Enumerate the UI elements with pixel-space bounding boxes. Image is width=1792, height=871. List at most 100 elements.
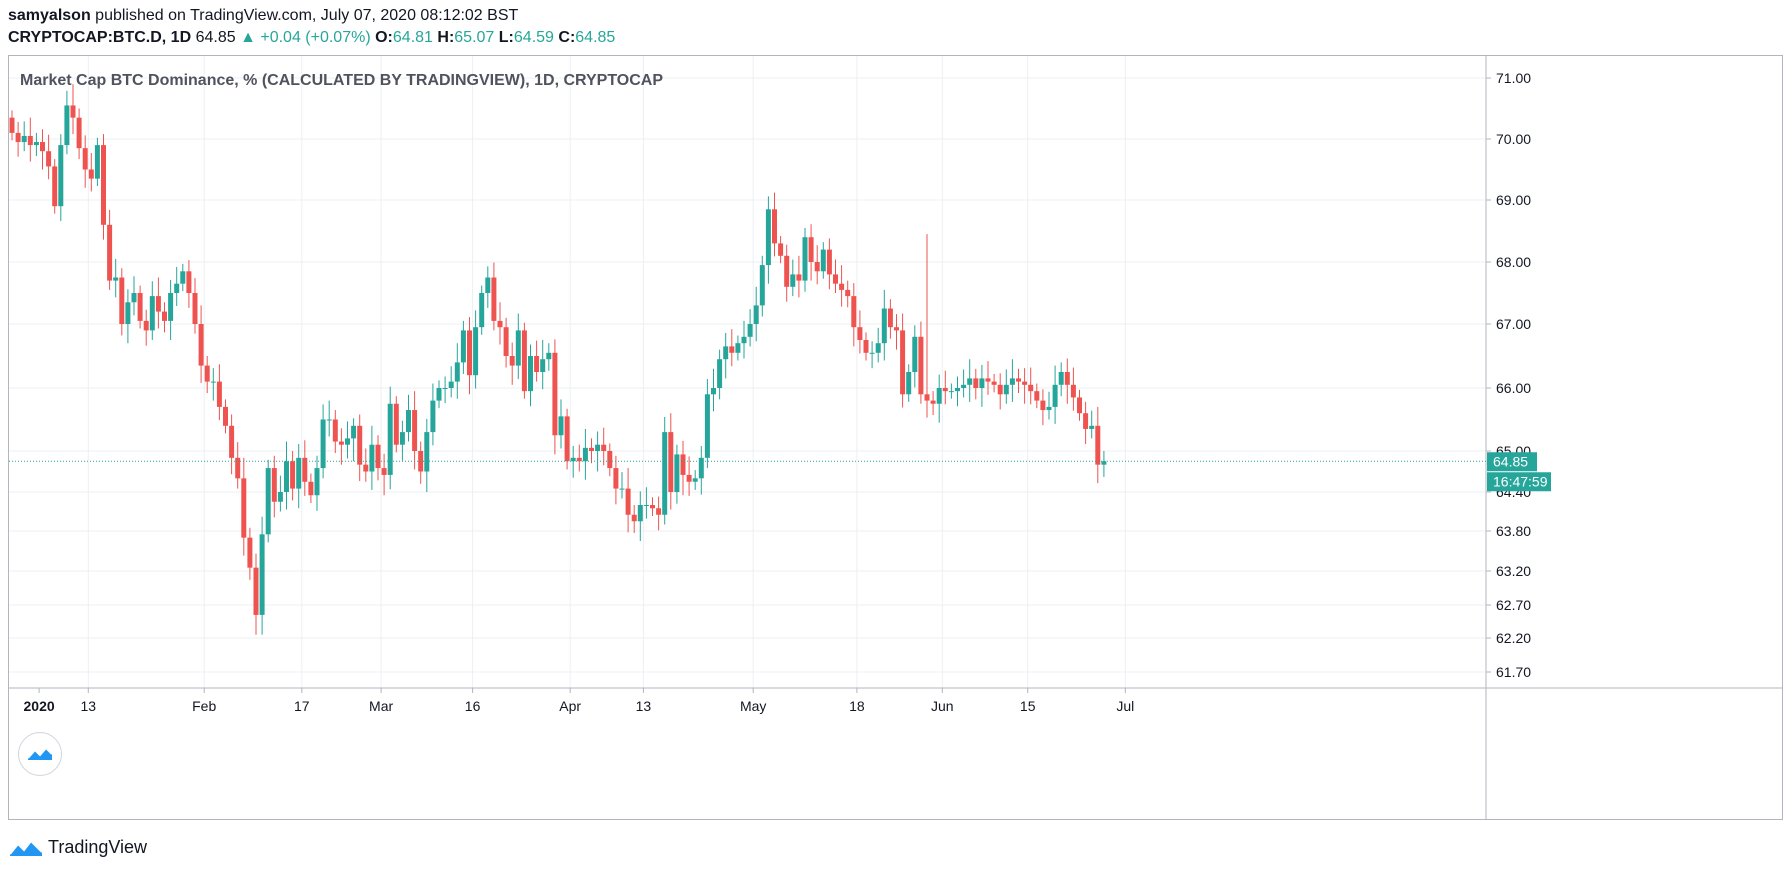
candle-body — [717, 359, 723, 388]
candle-body — [406, 410, 411, 433]
candle-body — [540, 359, 546, 372]
candle-body — [729, 346, 735, 353]
candle-body — [345, 438, 350, 445]
candle-body — [399, 432, 405, 445]
candle-body — [955, 388, 960, 392]
candle-body — [192, 293, 198, 324]
candle-body — [900, 330, 906, 395]
y-tick-label: 66.00 — [1496, 380, 1531, 396]
candle-body — [674, 454, 680, 492]
candle-body — [991, 381, 997, 385]
last-price: 64.85 — [195, 29, 236, 46]
candle-body — [302, 457, 308, 482]
candle-body — [271, 468, 277, 502]
candle-body — [338, 441, 344, 445]
x-tick-label: May — [740, 698, 766, 714]
candle-body — [58, 145, 64, 207]
candle-body — [985, 378, 991, 382]
candle-body — [814, 262, 820, 272]
candle-body — [979, 378, 985, 388]
candle-body — [491, 277, 497, 321]
candle-body — [296, 457, 302, 489]
x-tick-label: 13 — [81, 698, 97, 714]
author-name[interactable]: samyalson — [8, 7, 91, 24]
candle-body — [52, 166, 58, 207]
candle-body — [668, 432, 674, 492]
candle-body — [101, 145, 106, 225]
candle-body — [741, 336, 747, 344]
candle-body — [27, 135, 33, 146]
footer-brand[interactable]: TradingView — [8, 836, 147, 858]
candle-body — [436, 388, 442, 401]
high-label: H: — [437, 29, 455, 46]
candle-body — [1046, 406, 1052, 411]
tradingview-badge[interactable] — [18, 732, 62, 776]
candle-body — [631, 514, 637, 522]
y-tick-label: 63.20 — [1496, 563, 1531, 579]
candle-body — [619, 488, 625, 490]
x-tick-label: Feb — [192, 698, 216, 714]
candle-body — [168, 293, 174, 321]
candle-body — [1089, 425, 1095, 429]
candle-body — [833, 274, 838, 284]
candle-body — [820, 249, 826, 272]
candle-body — [625, 488, 631, 515]
candle-body — [711, 388, 716, 395]
candle-body — [473, 327, 479, 376]
candle-body — [515, 330, 521, 366]
candle-body — [912, 336, 918, 372]
candle-body — [149, 296, 155, 331]
candle-body — [448, 381, 454, 388]
y-tick-label: 67.00 — [1496, 316, 1531, 332]
candle-body — [107, 224, 113, 281]
candle-body — [241, 478, 247, 538]
candle-body — [802, 237, 808, 281]
y-tick-label: 71.00 — [1496, 70, 1531, 86]
countdown-label-bg — [1487, 472, 1551, 492]
candle-body — [467, 330, 472, 376]
candle-body — [308, 481, 314, 496]
candle-body — [582, 447, 588, 462]
candle-body — [332, 419, 338, 442]
candle-body — [33, 142, 39, 146]
candle-body — [9, 117, 15, 133]
candle-body — [839, 283, 845, 290]
candle-body — [412, 410, 418, 451]
candle-body — [521, 330, 527, 392]
candle-body — [1009, 378, 1015, 385]
candle-body — [393, 403, 399, 445]
y-tick-label: 62.20 — [1496, 630, 1531, 646]
candle-body — [546, 352, 552, 360]
candle-body — [277, 492, 283, 502]
candle-body — [357, 425, 363, 465]
candle-body — [930, 400, 936, 404]
open-label: O: — [375, 29, 393, 46]
candle-body — [564, 416, 570, 462]
candle-body — [64, 105, 70, 146]
candle-body — [997, 384, 1003, 395]
candle-body — [253, 567, 259, 615]
candle-body — [662, 432, 668, 515]
candle-body — [595, 444, 601, 451]
candle-body — [186, 271, 192, 293]
candle-body — [826, 249, 832, 275]
candle-body — [198, 324, 204, 366]
candle-body — [845, 289, 851, 297]
candle-body — [363, 464, 369, 472]
candle-body — [442, 388, 448, 389]
candle-body — [143, 320, 149, 331]
candle-body — [247, 537, 253, 568]
price-change: ▲ +0.04 (+0.07%) — [240, 29, 371, 46]
candle-body — [326, 419, 332, 421]
candle-body — [40, 142, 45, 152]
candle-body — [747, 324, 753, 337]
candle-body — [887, 308, 893, 328]
chart-legend-title: Market Cap BTC Dominance, % (CALCULATED … — [20, 72, 664, 89]
candle-body — [290, 461, 296, 489]
candle-body — [735, 343, 741, 353]
high-value: 65.07 — [454, 29, 495, 46]
last-price-label-bg — [1487, 452, 1537, 472]
x-tick-label: Apr — [559, 698, 581, 714]
candle-body — [70, 105, 76, 118]
